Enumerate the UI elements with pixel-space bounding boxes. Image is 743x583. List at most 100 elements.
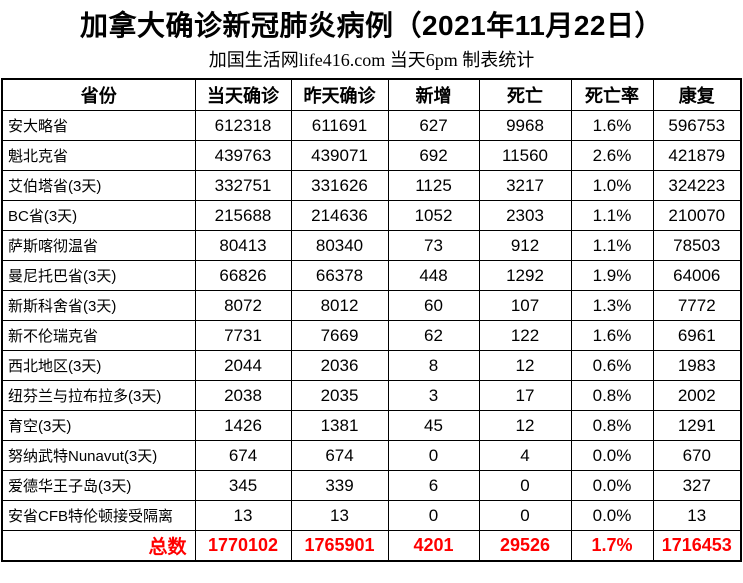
- value-cell: 8: [387, 350, 480, 381]
- value-cell: 0: [478, 470, 572, 501]
- value-cell: 66826: [194, 260, 292, 291]
- value-cell: 1291: [652, 410, 742, 441]
- value-cell: 13: [194, 500, 292, 531]
- value-cell: 66378: [290, 260, 389, 291]
- table-row: 曼尼托巴省(3天) 66826 66378 448 1292 1.9% 64006: [1, 260, 742, 291]
- value-cell: 7731: [194, 320, 292, 351]
- value-cell: 1983: [652, 350, 742, 381]
- value-cell: 439763: [194, 140, 292, 171]
- value-cell: 421879: [652, 140, 742, 171]
- value-cell: 1292: [478, 260, 572, 291]
- value-cell: 80340: [290, 230, 389, 261]
- value-cell: 0.0%: [570, 500, 654, 531]
- province-cell: 曼尼托巴省(3天): [1, 260, 196, 291]
- value-cell: 2035: [290, 380, 389, 411]
- table-row: 新不伦瑞克省 7731 7669 62 122 1.6% 6961: [1, 320, 742, 351]
- value-cell: 339: [290, 470, 389, 501]
- value-cell: 1.1%: [570, 200, 654, 231]
- value-cell: 1.3%: [570, 290, 654, 321]
- value-cell: 8012: [290, 290, 389, 321]
- value-cell: 2036: [290, 350, 389, 381]
- total-value-cell: 1716453: [652, 530, 742, 562]
- value-cell: 0.8%: [570, 380, 654, 411]
- header-row: 省份 当天确诊 昨天确诊 新增 死亡 死亡率 康复: [1, 78, 742, 111]
- value-cell: 6961: [652, 320, 742, 351]
- province-cell: 魁北克省: [1, 140, 196, 171]
- province-cell: 萨斯喀彻温省: [1, 230, 196, 261]
- total-value-cell: 4201: [387, 530, 480, 562]
- value-cell: 2002: [652, 380, 742, 411]
- value-cell: 60: [387, 290, 480, 321]
- value-cell: 215688: [194, 200, 292, 231]
- column-header-3: 新增: [387, 78, 480, 111]
- table-row: 安大略省 612318 611691 627 9968 1.6% 596753: [1, 110, 742, 141]
- value-cell: 2038: [194, 380, 292, 411]
- value-cell: 3217: [478, 170, 572, 201]
- value-cell: 13: [652, 500, 742, 531]
- value-cell: 912: [478, 230, 572, 261]
- value-cell: 0.0%: [570, 440, 654, 471]
- province-cell: 安大略省: [1, 110, 196, 141]
- value-cell: 331626: [290, 170, 389, 201]
- value-cell: 596753: [652, 110, 742, 141]
- province-cell: 育空(3天): [1, 410, 196, 441]
- province-cell: 纽芬兰与拉布拉多(3天): [1, 380, 196, 411]
- page-subtitle: 加国生活网life416.com 当天6pm 制表统计: [208, 50, 535, 70]
- total-row: 总数 1770102 1765901 4201 29526 1.7% 1716453: [1, 530, 742, 562]
- province-cell: 西北地区(3天): [1, 350, 196, 381]
- value-cell: 1.6%: [570, 320, 654, 351]
- total-value-cell: 1770102: [194, 530, 292, 562]
- total-value-cell: 29526: [478, 530, 572, 562]
- value-cell: 107: [478, 290, 572, 321]
- value-cell: 73: [387, 230, 480, 261]
- value-cell: 1381: [290, 410, 389, 441]
- value-cell: 214636: [290, 200, 389, 231]
- value-cell: 332751: [194, 170, 292, 201]
- table-row: BC省(3天) 215688 214636 1052 2303 1.1% 210070: [1, 200, 742, 231]
- value-cell: 1.0%: [570, 170, 654, 201]
- value-cell: 1125: [387, 170, 480, 201]
- province-cell: 新不伦瑞克省: [1, 320, 196, 351]
- value-cell: 7772: [652, 290, 742, 321]
- province-cell: 安省CFB特伦顿接受隔离: [1, 500, 196, 531]
- value-cell: 7669: [290, 320, 389, 351]
- value-cell: 324223: [652, 170, 742, 201]
- table-row: 新斯科舍省(3天) 8072 8012 60 107 1.3% 7772: [1, 290, 742, 321]
- table-row: 萨斯喀彻温省 80413 80340 73 912 1.1% 78503: [1, 230, 742, 261]
- value-cell: 9968: [478, 110, 572, 141]
- value-cell: 122: [478, 320, 572, 351]
- province-cell: BC省(3天): [1, 200, 196, 231]
- value-cell: 692: [387, 140, 480, 171]
- value-cell: 4: [478, 440, 572, 471]
- value-cell: 1.9%: [570, 260, 654, 291]
- value-cell: 0.6%: [570, 350, 654, 381]
- value-cell: 17: [478, 380, 572, 411]
- value-cell: 448: [387, 260, 480, 291]
- value-cell: 0: [478, 500, 572, 531]
- total-value-cell: 1.7%: [570, 530, 654, 562]
- column-header-1: 当天确诊: [194, 78, 292, 111]
- total-label-cell: 总数: [1, 530, 196, 562]
- value-cell: 8072: [194, 290, 292, 321]
- value-cell: 11560: [478, 140, 572, 171]
- column-header-0: 省份: [1, 78, 196, 111]
- table-row: 艾伯塔省(3天) 332751 331626 1125 3217 1.0% 324223: [1, 170, 742, 201]
- value-cell: 0.8%: [570, 410, 654, 441]
- value-cell: 674: [290, 440, 389, 471]
- province-cell: 爱德华王子岛(3天): [1, 470, 196, 501]
- value-cell: 0.0%: [570, 470, 654, 501]
- value-cell: 612318: [194, 110, 292, 141]
- value-cell: 1.6%: [570, 110, 654, 141]
- table-row: 西北地区(3天) 2044 2036 8 12 0.6% 1983: [1, 350, 742, 381]
- value-cell: 611691: [290, 110, 389, 141]
- table-row: 努纳武特Nunavut(3天) 674 674 0 4 0.0% 670: [1, 440, 742, 471]
- value-cell: 0: [387, 440, 480, 471]
- column-header-6: 康复: [652, 78, 742, 111]
- value-cell: 12: [478, 350, 572, 381]
- page-title: 加拿大确诊新冠肺炎病例（2021年11月22日）: [79, 10, 664, 41]
- value-cell: 13: [290, 500, 389, 531]
- value-cell: 3: [387, 380, 480, 411]
- value-cell: 670: [652, 440, 742, 471]
- value-cell: 210070: [652, 200, 742, 231]
- value-cell: 45: [387, 410, 480, 441]
